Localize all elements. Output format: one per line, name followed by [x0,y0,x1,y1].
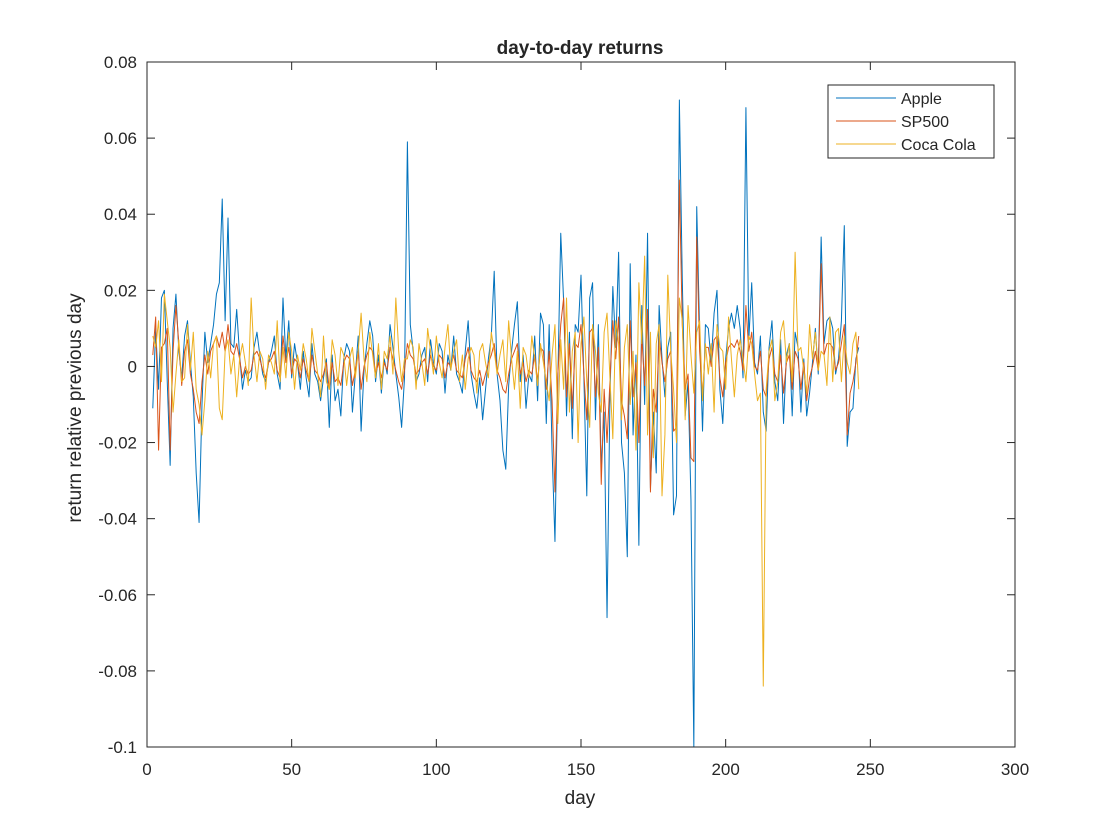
series-line-sp500 [152,179,860,493]
y-tick-label: 0.02 [104,281,137,300]
y-tick-label: 0.04 [104,205,137,224]
legend-items: Apple SP500 Coca Cola [836,91,976,154]
y-axis-ticks: -0.1 -0.08 -0.06 -0.04 -0.02 0 0.02 0.04 0.06 0.0… [98,53,1015,757]
legend-label: Apple [901,91,942,108]
x-tick-label: 300 [1001,760,1029,779]
y-tick-label: 0.08 [104,53,137,72]
x-axis-ticks: 0 50 100 150 200 250 300 [142,62,1029,779]
y-tick-label: -0.04 [98,510,137,529]
series-line-coca-cola [152,251,860,687]
chart-title: day-to-day returns [497,38,664,59]
series-line-apple [152,99,860,748]
y-tick-label: 0.06 [104,129,137,148]
y-tick-label: -0.06 [98,586,137,605]
plot-lines [152,99,860,748]
y-tick-label: 0 [128,357,137,376]
axes-box [146,61,1016,748]
x-tick-label: 100 [422,760,450,779]
legend-label: SP500 [901,114,949,131]
y-tick-label: -0.02 [98,434,137,453]
x-tick-label: 0 [142,760,151,779]
x-tick-label: 200 [711,760,739,779]
y-axis-label: return relative previous day [65,293,86,523]
x-axis-label: day [565,788,596,809]
x-tick-label: 150 [567,760,595,779]
x-tick-label: 250 [856,760,884,779]
y-tick-label: -0.1 [108,738,137,757]
y-tick-label: -0.08 [98,662,137,681]
legend: Apple SP500 Coca Cola [827,84,995,159]
legend-label: Coca Cola [901,137,976,154]
x-tick-label: 50 [282,760,301,779]
